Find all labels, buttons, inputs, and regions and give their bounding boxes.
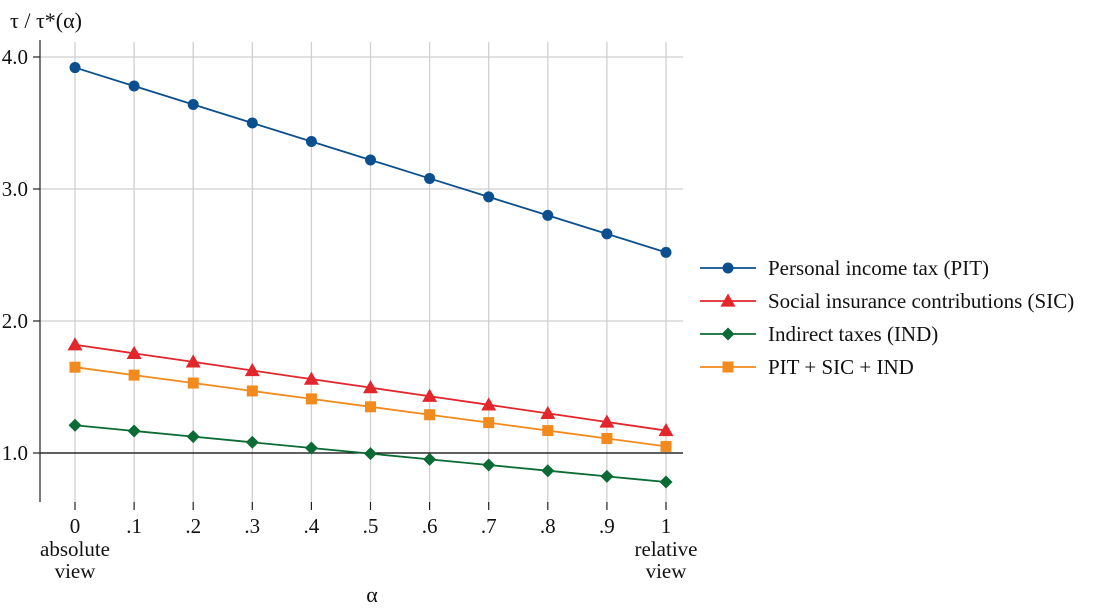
y-axis: 1.0 2.0 3.0 4.0: [2, 40, 41, 502]
data-point: [187, 99, 199, 111]
data-point: [482, 458, 496, 472]
series-0: [69, 62, 672, 258]
grid-lines: [40, 42, 683, 502]
series-group: [67, 62, 674, 489]
data-point: [128, 369, 140, 381]
data-point: [424, 172, 436, 184]
y-tick-label: 1.0: [2, 441, 28, 465]
data-point: [246, 385, 258, 397]
series-3: [69, 361, 672, 452]
data-point: [365, 154, 376, 166]
y-tick-label: 2.0: [2, 309, 28, 333]
y-axis-label: τ / τ*(α): [10, 8, 82, 33]
data-point: [600, 469, 614, 483]
legend-label: PIT + SIC + IND: [768, 355, 914, 379]
data-point: [542, 425, 554, 437]
data-point: [660, 440, 672, 452]
data-point: [659, 475, 673, 489]
x-tick-label: .6: [422, 514, 438, 538]
data-point: [481, 397, 497, 411]
data-point: [69, 62, 81, 74]
series-2: [68, 418, 673, 489]
data-point: [365, 401, 376, 413]
legend-item: PIT + SIC + IND: [700, 355, 914, 379]
legend-item: Indirect taxes (IND): [700, 322, 938, 346]
data-point: [186, 430, 200, 444]
data-point: [68, 418, 82, 432]
x-end-label-right: view: [646, 559, 688, 583]
data-point: [423, 452, 437, 466]
x-tick-label: .2: [185, 514, 201, 538]
data-point: [483, 417, 495, 429]
data-point: [185, 354, 201, 368]
data-point: [424, 409, 436, 421]
x-end-label-right: relative: [635, 537, 698, 561]
x-end-label-left: absolute: [40, 537, 110, 561]
data-point: [69, 361, 81, 373]
x-tick-label: .5: [363, 514, 379, 538]
x-tick-label: .4: [304, 514, 320, 538]
data-point: [542, 209, 554, 221]
y-tick-label: 4.0: [2, 45, 28, 69]
x-tick-label: 1: [661, 514, 672, 538]
x-tick-label: 0: [70, 514, 81, 538]
data-point: [722, 262, 734, 274]
data-point: [363, 380, 378, 394]
legend-label: Personal income tax (PIT): [768, 256, 989, 280]
data-point: [126, 345, 142, 359]
x-tick-label: .8: [540, 514, 556, 538]
legend-label: Social insurance contributions (SIC): [768, 289, 1074, 313]
data-point: [721, 327, 735, 341]
data-point: [601, 432, 613, 444]
data-point: [187, 377, 199, 389]
data-point: [305, 135, 317, 147]
data-point: [483, 191, 495, 203]
data-point: [722, 361, 734, 373]
x-end-label-left: view: [55, 559, 97, 583]
series-1: [67, 337, 674, 437]
data-point: [127, 424, 141, 438]
data-point: [601, 228, 613, 240]
x-tick-label: .3: [244, 514, 260, 538]
data-point: [304, 441, 318, 455]
data-point: [422, 388, 438, 402]
data-point: [364, 447, 377, 461]
legend-item: Personal income tax (PIT): [700, 256, 989, 280]
x-axis-label: α: [366, 582, 378, 607]
data-point: [658, 423, 674, 437]
data-point: [540, 405, 556, 420]
y-tick-label: 3.0: [2, 177, 28, 201]
x-tick-label: .1: [126, 514, 142, 538]
data-point: [244, 363, 260, 377]
data-point: [305, 393, 317, 405]
legend: Personal income tax (PIT) Social insuranc…: [700, 256, 1074, 379]
data-point: [599, 414, 615, 428]
legend-item: Social insurance contributions (SIC): [700, 289, 1074, 313]
data-point: [660, 246, 672, 258]
data-point: [303, 371, 319, 385]
x-tick-label: .7: [481, 514, 497, 538]
data-point: [720, 293, 736, 307]
data-point: [245, 435, 259, 449]
x-axis: 0.1.2.3.4.5.6.7.8.9 1absoluteviewrelative…: [40, 502, 697, 583]
data-point: [128, 80, 140, 92]
legend-label: Indirect taxes (IND): [768, 322, 938, 346]
data-point: [246, 117, 258, 129]
data-point: [541, 464, 555, 478]
x-tick-label: .9: [599, 514, 615, 538]
data-point: [67, 337, 83, 351]
